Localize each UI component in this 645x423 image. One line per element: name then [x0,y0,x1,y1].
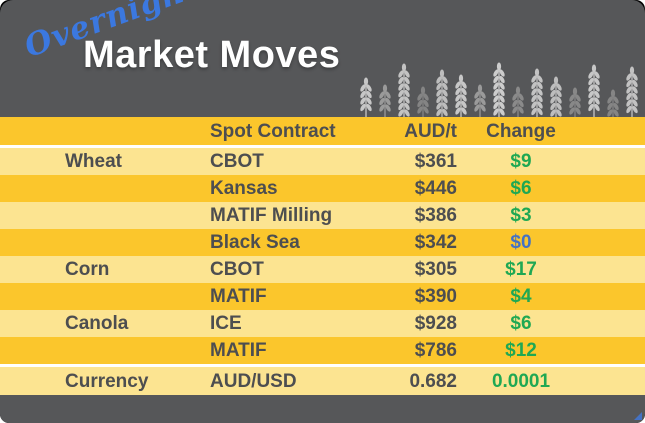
contract-cell: CBOT [210,151,264,172]
table-row: MATIF $390 $4 [0,283,645,310]
table-row: MATIF $786 $12 [0,337,645,364]
wheat-icons [358,62,640,117]
price-cell: $786 [414,340,457,361]
column-header-change: Change [486,120,556,142]
change-cell: $12 [505,340,537,361]
footer-bar [0,395,645,423]
row-separator [0,364,645,367]
change-cell: $6 [510,178,532,199]
wheat-stalk-icon [455,74,467,117]
wheat-stalk-icon [360,77,372,117]
table-row: Currency AUD/USD 0.682 0.0001 [0,367,645,395]
wheat-stalk-icon [531,68,543,117]
contract-cell: ICE [210,313,242,334]
price-cell: $928 [414,313,457,334]
category-cell: Currency [65,370,149,392]
hero-header: Overnight Market Moves [0,0,645,117]
category-cell: Canola [65,313,129,334]
change-cell: $9 [510,151,532,172]
table-row: MATIF Milling $386 $3 [0,202,645,229]
column-header-spot-contract: Spot Contract [210,120,336,142]
price-cell: $305 [414,259,457,280]
table-row: Kansas $446 $6 [0,175,645,202]
category-cell: Wheat [65,151,122,172]
wheat-stalk-icon [588,64,600,117]
wheat-stalk-icon [569,87,581,117]
contract-cell: MATIF [210,340,267,361]
wheat-stalk-icon [398,63,410,117]
change-cell: $17 [505,259,537,280]
column-header-aud-t: AUD/t [404,120,457,142]
price-cell: $390 [414,286,457,307]
price-cell: 0.682 [409,370,457,392]
contract-cell: CBOT [210,259,264,280]
price-cell: $361 [414,151,457,172]
wheat-stalk-icon [417,86,429,117]
wheat-stalk-icon [474,84,486,117]
change-cell: $4 [510,286,532,307]
wheat-stalk-icon [493,62,505,117]
wheat-stalk-icon [379,84,391,117]
wheat-stalk-icon [512,86,524,117]
wheat-stalk-icon [436,69,448,117]
wheat-stalk-icon [626,66,638,117]
table-row: Corn CBOT $305 $17 [0,256,645,283]
table-body: Wheat CBOT $361 $9 Kansas $446 $6 MATIF … [0,145,645,395]
contract-cell: Kansas [210,178,278,199]
page-title: Market Moves [83,34,341,76]
price-cell: $446 [414,178,457,199]
change-cell: $6 [510,313,532,334]
wheat-stalk-icon [607,89,619,117]
contract-cell: MATIF Milling [210,205,333,226]
wheat-stalk-icon [550,76,562,117]
resize-handle-icon[interactable] [634,412,642,420]
change-cell: 0.0001 [491,370,551,392]
change-cell: $3 [510,205,532,226]
change-cell: $0 [510,232,532,253]
price-cell: $386 [414,205,457,226]
table-row: Canola ICE $928 $6 [0,310,645,337]
contract-cell: Black Sea [210,232,300,253]
category-cell: Corn [65,259,110,280]
contract-cell: AUD/USD [210,370,297,392]
contract-cell: MATIF [210,286,267,307]
row-separator [0,145,645,148]
table-row: Wheat CBOT $361 $9 [0,148,645,175]
price-cell: $342 [414,232,457,253]
table-header-row: Spot Contract AUD/t Change [0,117,645,145]
table-row: Black Sea $342 $0 [0,229,645,256]
